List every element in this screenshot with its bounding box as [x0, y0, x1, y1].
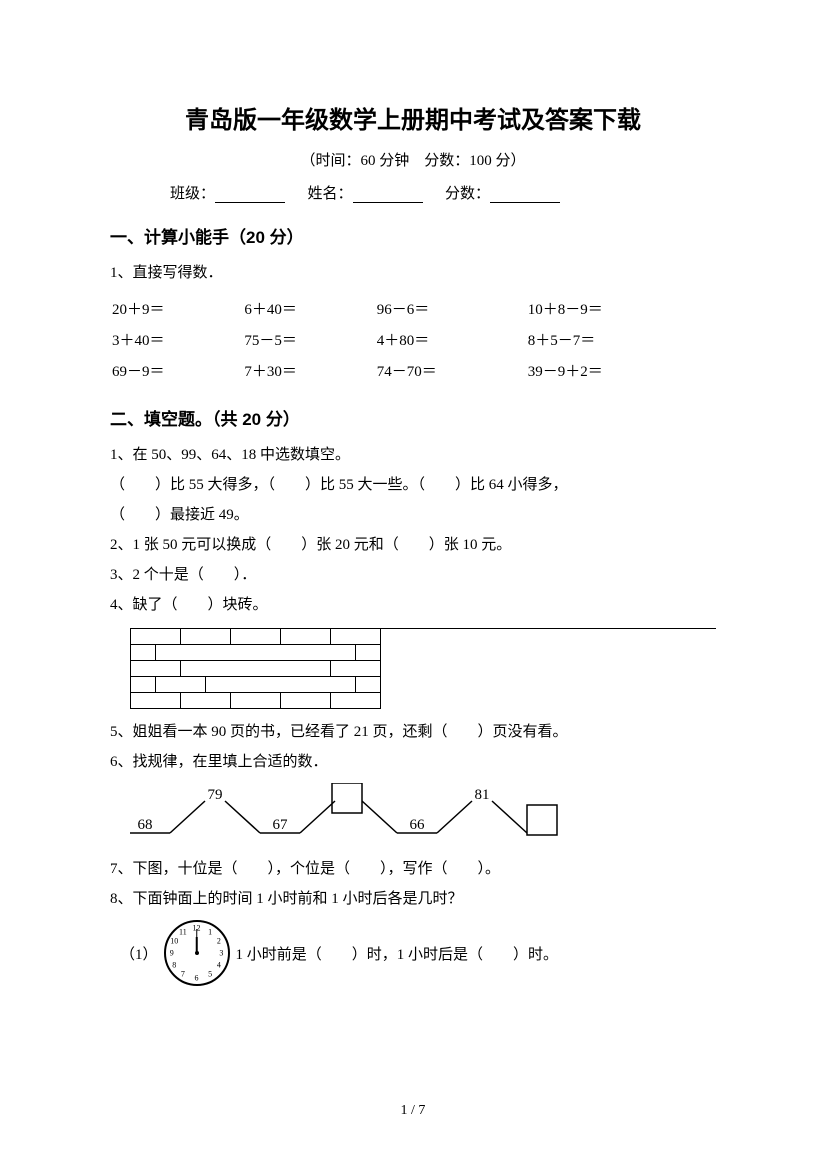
q1-label: 1、直接写得数． [110, 258, 716, 288]
clock-row: （1） 12 1 2 3 4 5 6 7 8 9 10 11 1 小时前是（ ）… [120, 920, 716, 986]
cell: 75－5＝ [244, 325, 374, 354]
svg-text:79: 79 [208, 787, 223, 803]
score-label: 分数： [445, 186, 490, 202]
clock-icon: 12 1 2 3 4 5 6 7 8 9 10 11 [164, 920, 230, 986]
brick-wall [130, 628, 716, 709]
name-label: 姓名： [308, 186, 353, 202]
cell: 96－6＝ [377, 294, 526, 323]
s2-q1a: 1、在 50、99、64、18 中选数填空。 [110, 440, 716, 470]
svg-text:81: 81 [475, 787, 490, 803]
table-row: 3＋40＝ 75－5＝ 4＋80＝ 8＋5－7＝ [112, 325, 714, 354]
s2-q1c: （ ）最接近 49。 [110, 500, 716, 530]
cell: 10＋8－9＝ [528, 294, 714, 323]
page-title: 青岛版一年级数学上册期中考试及答案下载 [110, 100, 716, 135]
cell: 3＋40＝ [112, 325, 242, 354]
cell: 39－9＋2＝ [528, 356, 714, 385]
pattern-diagram: 68 79 67 66 81 [120, 783, 600, 843]
q8-item: （1） [120, 943, 158, 964]
s2-q2: 2、1 张 50 元可以换成（ ）张 20 元和（ ）张 10 元。 [110, 530, 716, 560]
cell: 6＋40＝ [244, 294, 374, 323]
q8-text: 1 小时前是（ ）时，1 小时后是（ ）时。 [236, 943, 559, 964]
class-blank [215, 187, 285, 203]
section2-head: 二、填空题。（共 20 分） [110, 405, 716, 430]
score-blank [490, 187, 560, 203]
svg-text:66: 66 [410, 817, 426, 833]
cell: 69－9＝ [112, 356, 242, 385]
s2-q4: 4、缺了（ ）块砖。 [110, 590, 716, 620]
table-row: 69－9＝ 7＋30＝ 74－70＝ 39－9＋2＝ [112, 356, 714, 385]
svg-text:67: 67 [273, 817, 289, 833]
s2-q5: 5、姐姐看一本 90 页的书，已经看了 21 页，还剩（ ）页没有看。 [110, 717, 716, 747]
s2-q8: 8、下面钟面上的时间 1 小时前和 1 小时后各是几时？ [110, 884, 716, 914]
s2-q1b: （ ）比 55 大得多，（ ）比 55 大一些。（ ）比 64 小得多， [110, 470, 716, 500]
table-row: 20＋9＝ 6＋40＝ 96－6＝ 10＋8－9＝ [112, 294, 714, 323]
subtitle: （时间：60 分钟 分数：100 分） [110, 149, 716, 170]
s2-q7: 7、下图，十位是（ ），个位是（ ），写作（ ）。 [110, 854, 716, 884]
name-blank [353, 187, 423, 203]
s2-q6: 6、找规律，在里填上合适的数． [110, 747, 716, 777]
info-line: 班级： 姓名： 分数： [110, 182, 716, 203]
s2-q3: 3、2 个十是（ ）． [110, 560, 716, 590]
svg-text:68: 68 [138, 817, 153, 833]
cell: 20＋9＝ [112, 294, 242, 323]
cell: 7＋30＝ [244, 356, 374, 385]
page-number: 1 / 7 [0, 1103, 826, 1119]
cell: 4＋80＝ [377, 325, 526, 354]
cell: 74－70＝ [377, 356, 526, 385]
cell: 8＋5－7＝ [528, 325, 714, 354]
math-table: 20＋9＝ 6＋40＝ 96－6＝ 10＋8－9＝ 3＋40＝ 75－5＝ 4＋… [110, 292, 716, 387]
section1-head: 一、计算小能手（20 分） [110, 223, 716, 248]
class-label: 班级： [170, 186, 215, 202]
